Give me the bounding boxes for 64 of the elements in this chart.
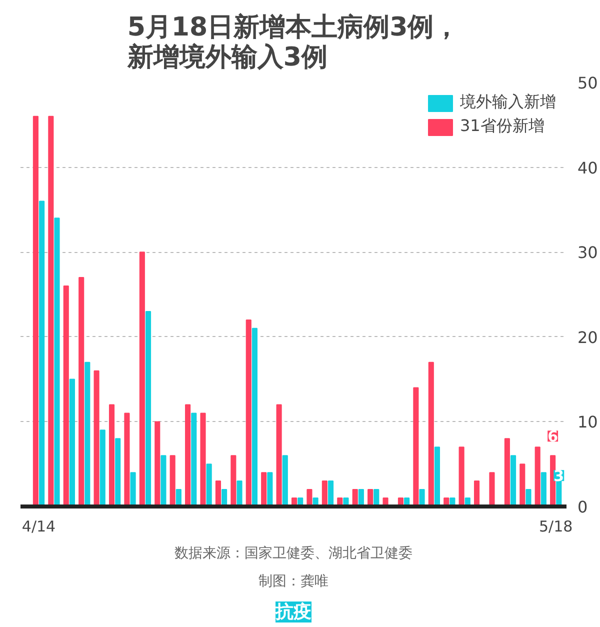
legend-label: 31省份新增 — [460, 116, 544, 137]
bar — [267, 472, 273, 506]
bar — [145, 310, 152, 506]
y-tick-label: 30 — [578, 243, 598, 262]
data-label: 3 — [554, 467, 564, 486]
bar — [236, 480, 242, 506]
bar — [78, 277, 84, 506]
bar — [230, 455, 236, 506]
y-tick-label: 50 — [578, 74, 598, 92]
bar — [63, 286, 69, 506]
bar — [39, 200, 45, 506]
bar — [32, 116, 38, 506]
bar — [282, 455, 288, 506]
bar — [54, 218, 60, 506]
text: 抗疫 — [274, 602, 312, 622]
bar — [413, 387, 419, 506]
bar — [94, 370, 100, 506]
bar — [108, 404, 115, 506]
bar — [252, 328, 258, 506]
bar — [100, 430, 106, 506]
bar — [185, 404, 191, 506]
text: 制图：龚唯 — [258, 574, 328, 590]
x-tick-label: 4/14 — [22, 518, 56, 536]
bar — [191, 412, 197, 506]
data-label: 6 — [548, 428, 558, 446]
bar — [160, 455, 166, 506]
bar — [124, 412, 130, 506]
bar — [322, 480, 328, 506]
bar — [200, 412, 206, 506]
x-tick-label: 5/18 — [539, 518, 573, 536]
bar — [534, 446, 540, 506]
bar — [215, 480, 221, 506]
bar — [276, 404, 282, 506]
bar — [115, 438, 121, 506]
bar — [306, 489, 312, 506]
bar — [261, 472, 267, 506]
bar — [540, 472, 546, 506]
bar — [139, 252, 145, 506]
bar — [510, 455, 516, 506]
bar — [434, 446, 440, 506]
bar — [504, 438, 510, 506]
bar — [474, 480, 480, 506]
y-tick-label: 20 — [578, 328, 598, 347]
bar — [130, 472, 136, 506]
bar — [246, 319, 252, 506]
legend-label: 境外输入新增 — [460, 92, 556, 113]
bar — [69, 378, 75, 506]
bar — [154, 421, 160, 506]
source-note: 数据来源：国家卫健委、湖北省卫健委 — [174, 546, 412, 562]
bar — [48, 116, 54, 506]
bar — [206, 464, 212, 506]
chart-title: 5月18日新增本土病例3例，新增境外输入3例 — [126, 12, 460, 72]
y-tick-label: 40 — [578, 158, 598, 178]
bar — [428, 362, 434, 506]
y-tick-label: 10 — [578, 412, 598, 432]
bar — [458, 446, 464, 506]
bar — [526, 489, 532, 506]
bar — [419, 489, 425, 506]
bar — [84, 362, 90, 506]
bar — [520, 464, 526, 506]
bar — [328, 480, 334, 506]
bar — [170, 455, 176, 506]
bar — [489, 472, 495, 506]
y-tick-label: 0 — [578, 498, 588, 516]
